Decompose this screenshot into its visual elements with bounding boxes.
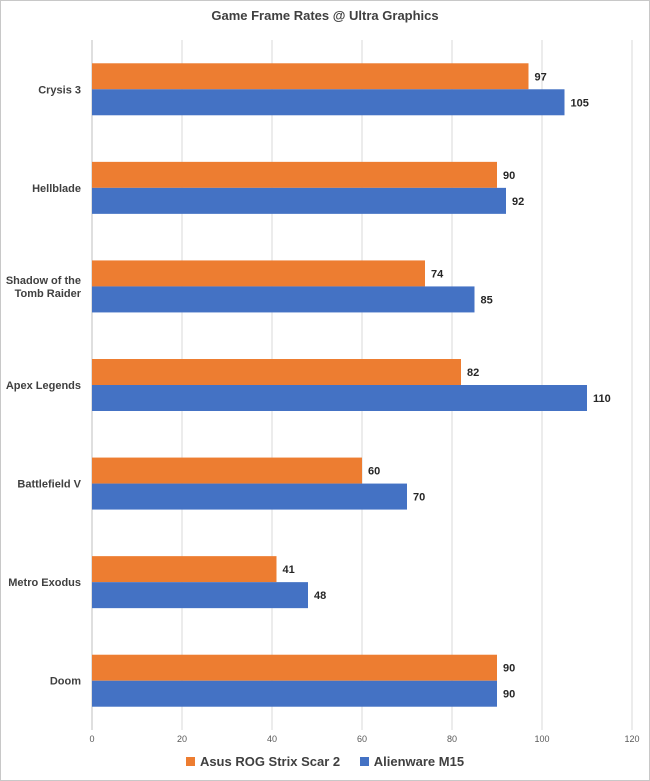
- category-label: Tomb Raider: [15, 288, 82, 300]
- data-label: 41: [283, 564, 295, 576]
- legend-swatch-alienware: [359, 757, 369, 766]
- chart-legend: Asus ROG Strix Scar 2 Alienware M15: [0, 754, 650, 769]
- x-tick-label: 60: [357, 734, 367, 744]
- bar: [92, 63, 529, 90]
- legend-label-alienware: Alienware M15: [373, 754, 465, 769]
- category-label: Doom: [50, 676, 81, 688]
- data-label: 70: [413, 492, 425, 504]
- category-label: Battlefield V: [17, 479, 81, 491]
- category-label: Hellblade: [32, 183, 81, 195]
- data-label: 90: [503, 170, 515, 182]
- legend-label-asus: Asus ROG Strix Scar 2: [199, 754, 341, 769]
- x-tick-label: 100: [534, 734, 549, 744]
- data-label: 92: [512, 196, 524, 208]
- bar: [92, 556, 277, 583]
- bar: [92, 286, 475, 313]
- chart-title: Game Frame Rates @ Ultra Graphics: [211, 8, 439, 23]
- bar: [92, 89, 565, 116]
- data-label: 105: [571, 97, 589, 109]
- category-label: Shadow of the: [6, 275, 81, 287]
- category-label: Crysis 3: [38, 84, 81, 96]
- x-tick-label: 80: [447, 734, 457, 744]
- bar: [92, 161, 497, 188]
- category-label: Apex Legends: [6, 380, 81, 392]
- bar: [92, 582, 308, 609]
- x-tick-label: 40: [267, 734, 277, 744]
- bar: [92, 260, 425, 287]
- legend-swatch-asus: [185, 757, 195, 766]
- data-label: 97: [535, 71, 547, 83]
- x-tick-label: 0: [89, 734, 94, 744]
- legend-item-asus: Asus ROG Strix Scar 2: [185, 754, 341, 769]
- data-label: 74: [431, 268, 444, 280]
- bar: [92, 457, 362, 484]
- bar: [92, 359, 461, 385]
- x-tick-label: 120: [624, 734, 639, 744]
- category-label: Metro Exodus: [8, 577, 81, 589]
- data-label: 90: [503, 663, 515, 675]
- data-label: 60: [368, 466, 380, 478]
- data-label: 82: [467, 367, 479, 379]
- bar: [92, 483, 407, 510]
- legend-item-alienware: Alienware M15: [359, 754, 465, 769]
- x-tick-label: 20: [177, 734, 187, 744]
- data-label: 48: [314, 590, 326, 602]
- bar: [92, 385, 587, 411]
- bar: [92, 187, 506, 214]
- data-label: 90: [503, 689, 515, 701]
- data-label: 85: [481, 294, 493, 306]
- data-label: 110: [593, 393, 611, 405]
- bar: [92, 654, 497, 681]
- bar: [92, 680, 497, 707]
